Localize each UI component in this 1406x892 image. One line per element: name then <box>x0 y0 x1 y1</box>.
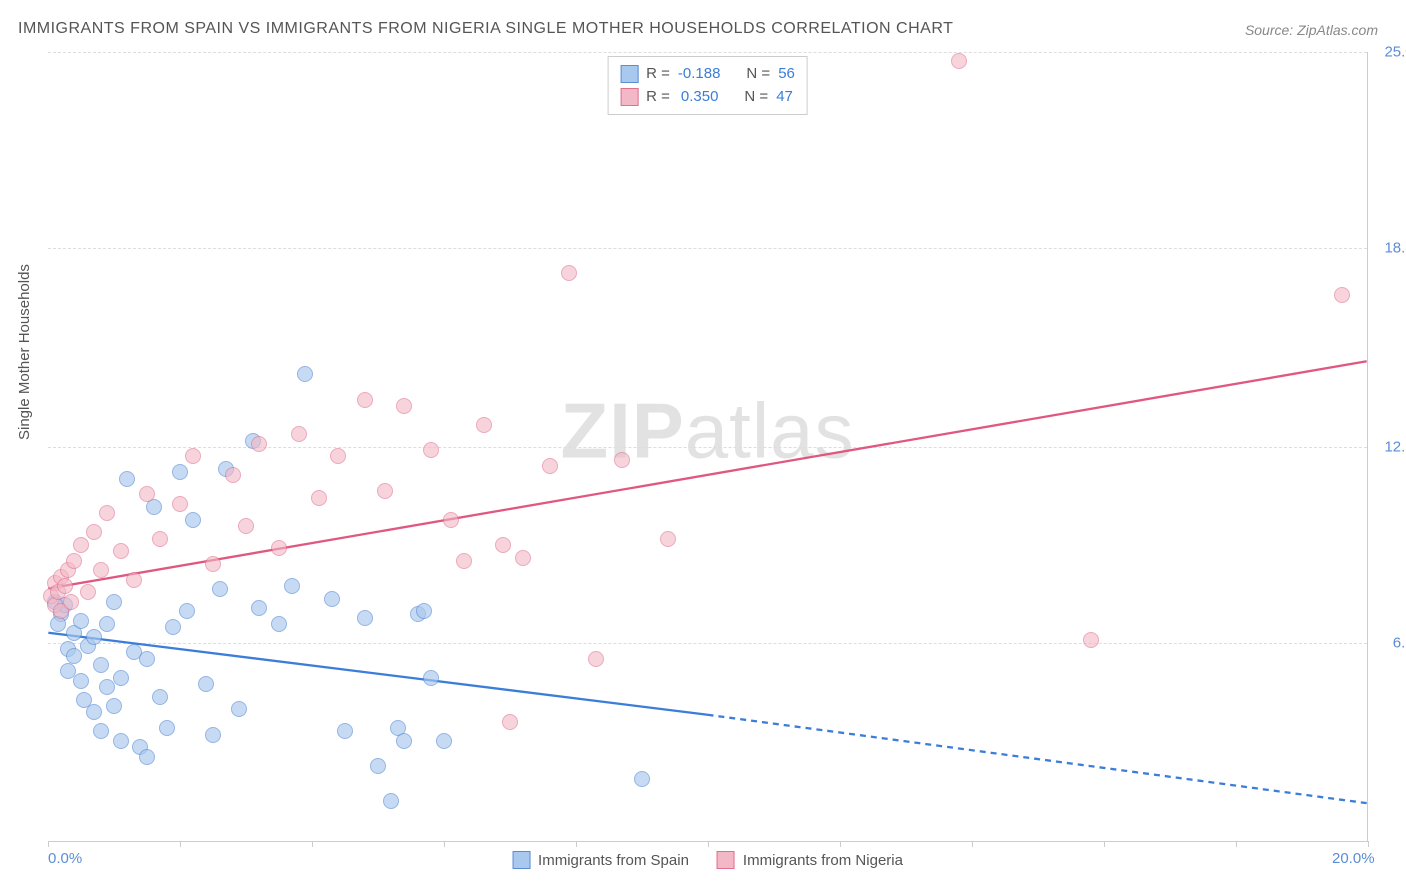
scatter-point <box>423 670 439 686</box>
scatter-point <box>271 540 287 556</box>
scatter-point <box>634 771 650 787</box>
y-tick-label: 6.3% <box>1393 634 1406 651</box>
scatter-point <box>251 600 267 616</box>
legend-item-spain: Immigrants from Spain <box>512 851 689 869</box>
scatter-point <box>152 531 168 547</box>
scatter-point <box>330 448 346 464</box>
scatter-point <box>139 651 155 667</box>
scatter-point <box>416 603 432 619</box>
scatter-point <box>423 442 439 458</box>
scatter-point <box>106 698 122 714</box>
legend-row-nigeria: R = 0.350 N = 47 <box>620 86 795 109</box>
scatter-point <box>172 464 188 480</box>
legend-item-nigeria: Immigrants from Nigeria <box>717 851 903 869</box>
scatter-point <box>185 512 201 528</box>
scatter-point <box>86 524 102 540</box>
scatter-point <box>152 689 168 705</box>
scatter-point <box>113 543 129 559</box>
scatter-point <box>119 471 135 487</box>
scatter-point <box>73 537 89 553</box>
scatter-point <box>106 594 122 610</box>
scatter-point <box>542 458 558 474</box>
scatter-point <box>86 629 102 645</box>
scatter-point <box>165 619 181 635</box>
scatter-point <box>73 613 89 629</box>
scatter-point <box>139 749 155 765</box>
scatter-point <box>396 398 412 414</box>
scatter-point <box>377 483 393 499</box>
scatter-point <box>271 616 287 632</box>
scatter-point <box>63 594 79 610</box>
scatter-point <box>515 550 531 566</box>
scatter-point <box>436 733 452 749</box>
scatter-point <box>205 556 221 572</box>
scatter-point <box>93 657 109 673</box>
scatter-point <box>502 714 518 730</box>
scatter-point <box>614 452 630 468</box>
scatter-point <box>113 733 129 749</box>
scatter-point <box>185 448 201 464</box>
x-tick-label: 0.0% <box>48 850 82 867</box>
scatter-point <box>86 704 102 720</box>
scatter-point <box>1334 287 1350 303</box>
y-tick-label: 25.0% <box>1384 44 1406 61</box>
scatter-point <box>495 537 511 553</box>
scatter-point <box>324 591 340 607</box>
scatter-point <box>297 366 313 382</box>
scatter-point <box>357 392 373 408</box>
scatter-point <box>311 490 327 506</box>
correlation-legend: R = -0.188 N = 56 R = 0.350 N = 47 <box>607 56 808 115</box>
scatter-point <box>1083 632 1099 648</box>
scatter-point <box>284 578 300 594</box>
y-axis-label: Single Mother Households <box>16 264 33 440</box>
scatter-point <box>99 505 115 521</box>
scatter-point <box>172 496 188 512</box>
trend-lines <box>48 52 1367 841</box>
scatter-point <box>588 651 604 667</box>
scatter-point <box>337 723 353 739</box>
source-attribution: Source: ZipAtlas.com <box>1245 22 1378 38</box>
scatter-point <box>139 486 155 502</box>
scatter-point <box>205 727 221 743</box>
scatter-point <box>198 676 214 692</box>
x-tick-label: 20.0% <box>1332 850 1375 867</box>
swatch-nigeria-bottom <box>717 851 735 869</box>
scatter-point <box>159 720 175 736</box>
scatter-point <box>225 467 241 483</box>
swatch-nigeria <box>620 88 638 106</box>
series-legend: Immigrants from Spain Immigrants from Ni… <box>512 851 903 869</box>
scatter-point <box>251 436 267 452</box>
scatter-point <box>456 553 472 569</box>
scatter-point <box>80 584 96 600</box>
swatch-spain-bottom <box>512 851 530 869</box>
scatter-point <box>66 553 82 569</box>
scatter-point <box>443 512 459 528</box>
scatter-point <box>126 572 142 588</box>
legend-row-spain: R = -0.188 N = 56 <box>620 63 795 86</box>
scatter-point <box>951 53 967 69</box>
scatter-point <box>93 723 109 739</box>
chart-plot-area: ZIPatlas R = -0.188 N = 56 R = 0.350 N =… <box>48 52 1368 842</box>
scatter-point <box>238 518 254 534</box>
scatter-point <box>73 673 89 689</box>
scatter-point <box>113 670 129 686</box>
y-tick-label: 18.8% <box>1384 239 1406 256</box>
scatter-point <box>396 733 412 749</box>
scatter-point <box>93 562 109 578</box>
scatter-point <box>561 265 577 281</box>
chart-title: IMMIGRANTS FROM SPAIN VS IMMIGRANTS FROM… <box>18 20 953 38</box>
scatter-point <box>99 616 115 632</box>
scatter-point <box>231 701 247 717</box>
scatter-point <box>57 578 73 594</box>
scatter-point <box>476 417 492 433</box>
swatch-spain <box>620 65 638 83</box>
scatter-point <box>660 531 676 547</box>
scatter-point <box>212 581 228 597</box>
y-tick-label: 12.5% <box>1384 439 1406 456</box>
scatter-point <box>291 426 307 442</box>
scatter-point <box>383 793 399 809</box>
scatter-point <box>370 758 386 774</box>
scatter-point <box>179 603 195 619</box>
scatter-point <box>357 610 373 626</box>
